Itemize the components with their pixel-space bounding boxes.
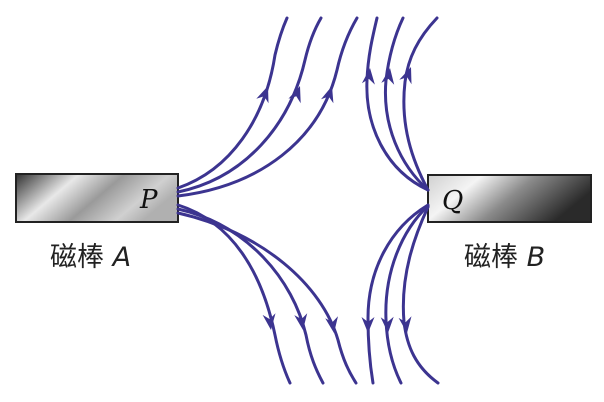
field-arrow-down: [361, 317, 375, 333]
field-line-p-lower: [176, 207, 325, 385]
pole-p-label: P: [140, 185, 158, 215]
field-arrow-down: [380, 316, 394, 333]
field-line-q-lower: [366, 203, 430, 385]
field-arrow-up: [256, 86, 269, 104]
field-arrow-up: [321, 86, 334, 104]
field-line-q-upper: [365, 16, 430, 192]
magnet-a-letter: A: [112, 242, 132, 273]
magnet-b-label: 磁棒 B: [464, 235, 545, 274]
field-lines: [176, 16, 440, 385]
pole-q-label: Q: [442, 186, 464, 216]
field-arrow-up: [361, 68, 375, 85]
magnet-b-bar: [427, 174, 592, 223]
field-arrow-up: [381, 68, 395, 85]
field-line-p-lower: [176, 211, 358, 385]
field-line-q-upper: [402, 16, 439, 192]
field-line-p-upper: [176, 16, 289, 190]
field-arrow-up: [288, 86, 301, 104]
field-line-p-upper: [176, 16, 359, 198]
field-arrow-up: [399, 67, 412, 85]
field-arrow-down: [398, 316, 412, 333]
magnet-a-label: 磁棒 A: [50, 235, 131, 274]
field-arrow-down: [325, 316, 338, 333]
field-arrows: [256, 67, 412, 333]
field-line-q-lower: [384, 204, 430, 385]
field-arrow-down: [294, 313, 308, 330]
field-line-q-lower: [401, 205, 440, 385]
field-line-q-upper: [383, 16, 430, 192]
magnet-a-bar: [15, 173, 179, 223]
magnet-b-letter: B: [526, 242, 546, 273]
field-line-p-upper: [176, 16, 323, 194]
field-arrow-down: [262, 313, 276, 330]
magnet-b-name: 磁棒: [464, 242, 518, 273]
magnet-a-name: 磁棒: [50, 242, 104, 273]
